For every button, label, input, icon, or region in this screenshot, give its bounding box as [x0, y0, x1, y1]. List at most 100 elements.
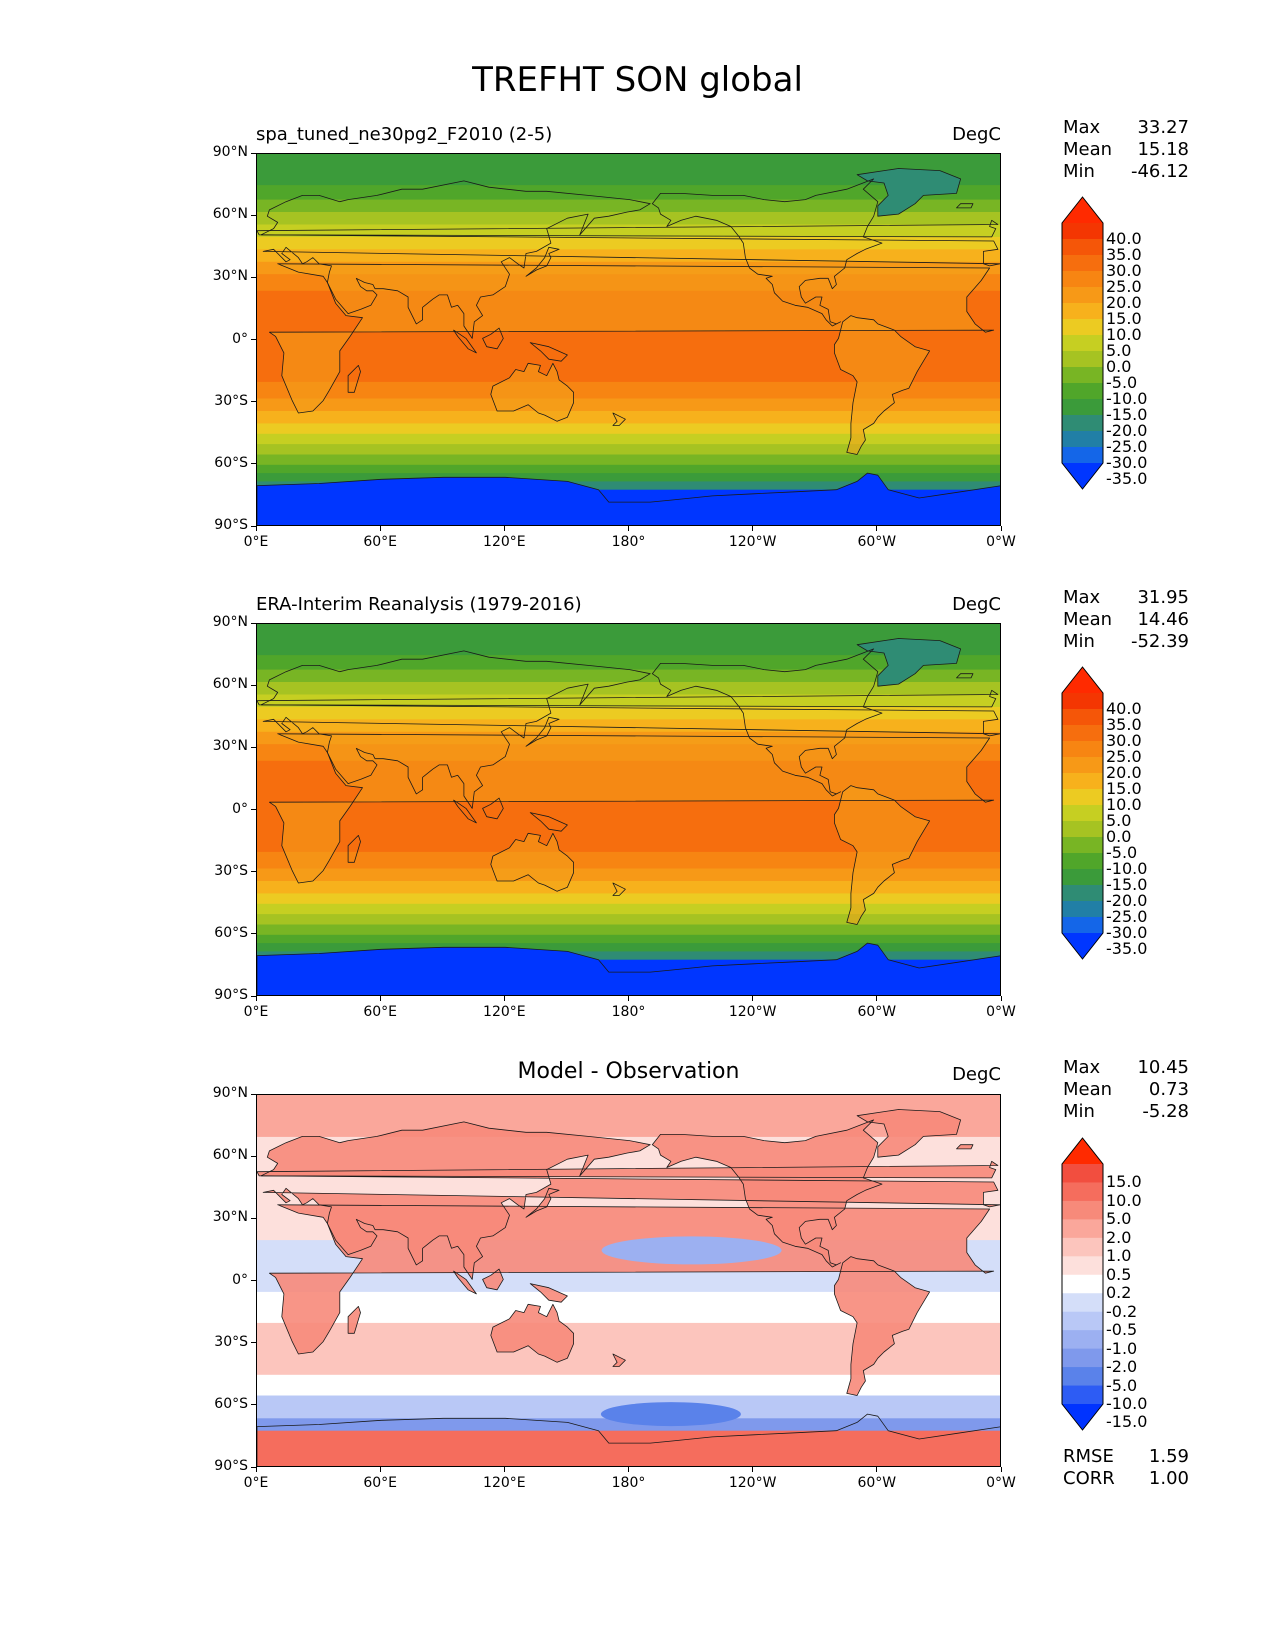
colorbar-tick-label: -0.2 — [1106, 1301, 1138, 1321]
land-antarctica — [257, 943, 1000, 995]
coastline-uk — [257, 1160, 999, 1179]
coastline-africa — [269, 1204, 995, 1355]
land-africa — [269, 263, 994, 413]
temperature-band — [257, 943, 1000, 952]
coastline-sa — [834, 1256, 930, 1396]
colorbar-tick-label: -25.0 — [1106, 907, 1148, 926]
temperature-band — [257, 682, 1000, 695]
colorbar-tick-label: -20.0 — [1106, 421, 1148, 440]
y-tick-mark — [251, 684, 256, 686]
colorbar-tick-label: -5.0 — [1106, 373, 1138, 392]
colorbar-tick-label: 10.0 — [1106, 325, 1142, 344]
y-tick-mark — [251, 339, 256, 340]
colorbar-tick-label: -0.5 — [1106, 1320, 1138, 1340]
colorbar-segment — [1062, 1274, 1103, 1294]
x-tick-label: 120°E — [483, 534, 526, 550]
temperature-band — [257, 881, 1000, 894]
coastline-na — [651, 648, 883, 797]
colorbar-tick-label: -30.0 — [1106, 453, 1148, 472]
coastline-madagascar — [347, 1306, 361, 1334]
stat-max: Max 31.95 — [1063, 587, 1189, 608]
land-aus — [490, 833, 574, 892]
colorbar-segment — [1062, 1311, 1103, 1331]
temperature-band — [257, 914, 1000, 925]
colorbar-segment — [1062, 271, 1103, 288]
colorbar-ref: 40.0 35.0 30.0 25.0 20.0 15.0 10.0 5.0 0.0 -5.0 -1… — [1061, 666, 1147, 960]
panel-stats: Max 31.95 Mean 14.46 Min -52.39 — [1063, 587, 1189, 653]
y-tick-mark — [251, 1404, 256, 1406]
x-tick-mark — [379, 996, 381, 1001]
coastline-sa — [834, 785, 930, 925]
colorbar-tick-label: 15.0 — [1106, 309, 1142, 328]
land-eurasia — [261, 1121, 1000, 1280]
y-tick-mark — [251, 1093, 256, 1095]
panel-stats: Max 33.27 Mean 15.18 Min -46.12 — [1063, 117, 1189, 183]
coastline-antarctica — [257, 942, 1000, 995]
y-tick-label: 30°N — [212, 1209, 248, 1226]
x-tick-mark — [752, 1467, 754, 1472]
coastline-na — [651, 178, 883, 327]
coastline-greenland — [856, 168, 961, 217]
y-tick-mark — [251, 622, 256, 624]
colorbar-segment — [1062, 773, 1103, 790]
x-tick-label: 0°W — [986, 1004, 1016, 1020]
x-tick-mark — [876, 1467, 878, 1472]
colorbar-tick-label: 1.0 — [1106, 1246, 1132, 1266]
colorbar-svg — [1061, 196, 1104, 490]
temperature-band — [257, 464, 1000, 474]
y-tick-label: 0° — [232, 800, 248, 817]
colorbar-tick-label: 0.0 — [1106, 357, 1132, 376]
stat-corr: CORR 1.00 — [1063, 1468, 1189, 1489]
x-tick-mark — [503, 1467, 505, 1472]
temperature-band — [257, 249, 1000, 263]
panel-stats: Max 10.45 Mean 0.73 Min -5.28 — [1063, 1057, 1189, 1123]
land-iceland — [956, 1144, 973, 1149]
land-sa — [834, 785, 930, 925]
coastline-nz — [612, 412, 626, 426]
colorbar-tick-label: 40.0 — [1106, 699, 1142, 718]
x-tick-label: 0°W — [986, 1475, 1016, 1491]
colorbar-tick-label: -5.0 — [1106, 843, 1138, 862]
land-japan — [526, 1188, 560, 1218]
colorbar-segment — [1062, 255, 1103, 272]
colorbar-segment — [1062, 431, 1103, 448]
colorbar-tick-label: 35.0 — [1106, 715, 1142, 734]
colorbar-tick-label: 15.0 — [1106, 779, 1142, 798]
y-tick-mark — [251, 1217, 256, 1219]
colorbar-extend-min — [1062, 933, 1103, 959]
temperature-band — [257, 433, 1000, 445]
y-tick-label: 60°S — [214, 454, 248, 471]
colorbar-segment — [1062, 335, 1103, 352]
x-tick-mark — [628, 1467, 629, 1472]
colorbar-tick-label: 2.0 — [1106, 1227, 1132, 1247]
y-tick-mark — [251, 933, 256, 935]
x-tick-label: 180° — [611, 1004, 646, 1020]
colorbar-tick-label: 0.2 — [1106, 1283, 1132, 1303]
x-tick-mark — [379, 1467, 381, 1472]
y-tick-label: 60°S — [214, 924, 248, 941]
stat-mean: Mean 14.46 — [1063, 609, 1189, 630]
colorbar-tick-label: 25.0 — [1106, 277, 1142, 296]
colorbar-segment — [1062, 303, 1103, 320]
colorbar-segment — [1062, 415, 1103, 432]
y-tick-mark — [251, 809, 256, 810]
land-na — [652, 1119, 882, 1267]
y-tick-label: 0° — [232, 1271, 248, 1288]
land-greenland — [857, 1109, 961, 1158]
stat-rmse: RMSE 1.59 — [1063, 1446, 1189, 1467]
temperature-band — [257, 934, 1000, 944]
temperature-band — [257, 719, 1000, 733]
coastline-newguinea — [529, 342, 568, 362]
x-tick-mark — [752, 526, 754, 531]
coastline-uk — [257, 219, 999, 238]
y-tick-label: 90°S — [214, 517, 248, 533]
colorbar-segment — [1062, 223, 1103, 240]
land-uk — [257, 1161, 998, 1178]
colorbar-segment — [1062, 399, 1103, 416]
stat-min: Min -46.12 — [1063, 161, 1189, 182]
y-tick-label: 30°N — [212, 738, 248, 755]
temperature-band — [257, 694, 1000, 708]
colorbar-svg — [1061, 666, 1104, 960]
x-tick-mark — [503, 996, 505, 1001]
colorbar-segment — [1062, 351, 1103, 368]
